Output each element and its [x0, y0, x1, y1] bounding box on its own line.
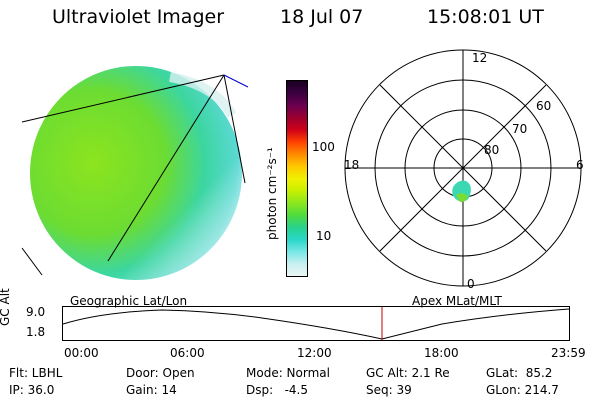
latlon-line [21, 247, 43, 276]
lat-label-70: 70 [512, 122, 527, 136]
polar-grid: 12 18 6 0 60 70 80 [344, 49, 584, 290]
dsp-readout: Dsp: -4.5 [246, 383, 309, 397]
mlt-label-6: 6 [576, 158, 584, 172]
colorbar-tick-label: 10 [316, 229, 332, 243]
timeline-plot [62, 306, 570, 341]
timeline-axis-title: GC Alt [0, 288, 12, 326]
glon-readout: GLon: 214.7 [486, 383, 559, 397]
timeline-y-tick: 1.8 [26, 325, 46, 339]
altitude-curve [62, 308, 570, 340]
lat-label-60: 60 [536, 99, 551, 113]
app-title: Ultraviolet Imager [52, 6, 225, 28]
colorbar-unit-label: photon cm⁻²s⁻¹ [265, 147, 279, 240]
mlt-label-18: 18 [344, 158, 359, 172]
mlt-line [379, 84, 547, 252]
seq-readout: Seq: 39 [366, 383, 412, 397]
header-time: 15:08:01 UT [427, 6, 544, 28]
colorbar [286, 80, 308, 277]
timeline-left-caption: Geographic Lat/Lon [70, 294, 188, 308]
timeline-y-tick: 9.0 [26, 305, 46, 319]
glat-readout: GLat: 85.2 [486, 366, 553, 380]
colorbar-tick-label: 100 [312, 140, 335, 154]
timeline-x-tick: 12:00 [297, 346, 332, 360]
timeline-x-tick: 00:00 [64, 346, 99, 360]
gc-alt-readout: GC Alt: 2.1 Re [366, 366, 450, 380]
gain-readout: Gain: 14 [126, 383, 177, 397]
filter-readout: Flt: LBHL [9, 366, 63, 380]
lat-label-80: 80 [484, 143, 499, 157]
timeline-x-tick: 18:00 [424, 346, 459, 360]
header-date: 18 Jul 07 [280, 6, 364, 28]
timeline-x-tick: 06:00 [170, 346, 205, 360]
geographic-image [21, 66, 249, 280]
mlt-label-12: 12 [472, 51, 487, 65]
timeline-right-caption: Apex MLat/MLT [412, 294, 502, 308]
latlon-line [21, 74, 225, 123]
latlon-line [223, 74, 249, 88]
latlon-line [223, 74, 246, 184]
mode-readout: Mode: Normal [246, 366, 330, 380]
timeline-x-tick: 23:59 [551, 346, 586, 360]
door-readout: Door: Open [126, 366, 195, 380]
mlt-label-0: 0 [467, 277, 475, 290]
ip-readout: IP: 36.0 [9, 383, 55, 397]
latlon-line [107, 74, 225, 262]
